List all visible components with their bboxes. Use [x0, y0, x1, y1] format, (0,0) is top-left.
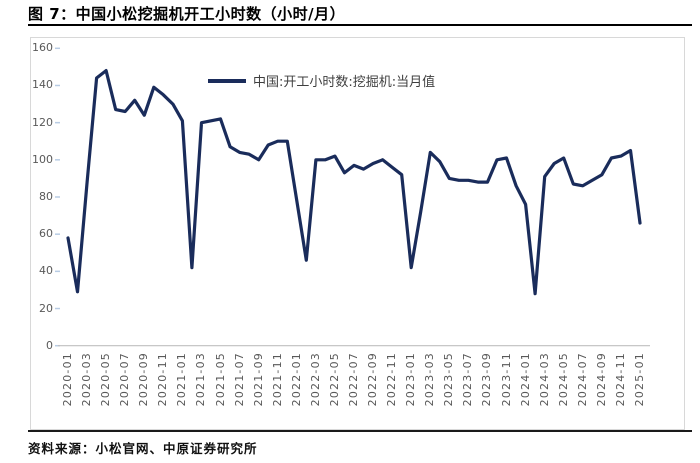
legend: 中国:开工小时数:挖掘机:当月值 [208, 71, 435, 90]
x-axis-label: 2023-01 [404, 352, 418, 407]
y-axis-label: 20 [39, 301, 53, 315]
x-axis-label: 2020-05 [99, 352, 113, 407]
x-axis-label: 2020-09 [137, 352, 151, 407]
x-axis-label: 2023-07 [461, 352, 475, 407]
y-axis-label: 120 [32, 115, 53, 129]
footer-divider [28, 430, 692, 432]
x-axis-label: 2022-05 [327, 352, 341, 407]
x-axis-label: 2022-09 [366, 352, 380, 407]
x-axis-label: 2021-03 [194, 352, 208, 407]
x-axis-label: 2020-07 [118, 352, 132, 407]
x-axis-label: 2025-01 [633, 352, 646, 407]
figure-title: 图 7：中国小松挖掘机开工小时数（小时/月） [28, 5, 346, 23]
x-axis-label: 2022-07 [347, 352, 360, 407]
x-axis-label: 2020-11 [156, 352, 170, 407]
x-axis-label: 2024-01 [518, 352, 532, 407]
x-axis-label: 2023-05 [442, 352, 456, 407]
y-axis-label: 60 [39, 227, 53, 241]
x-axis-label: 2021-07 [232, 352, 246, 407]
x-axis-label: 2021-09 [251, 352, 265, 407]
x-axis-label: 2024-11 [613, 352, 627, 407]
x-axis-label: 2024-05 [556, 352, 570, 407]
y-axis-label: 0 [46, 338, 53, 352]
x-axis-label: 2023-09 [480, 352, 494, 407]
legend-series-label: 中国:开工小时数:挖掘机:当月值 [253, 75, 436, 90]
source-note: 资料来源：小松官网、中原证券研究所 [28, 441, 258, 456]
x-axis-label: 2022-03 [308, 352, 322, 407]
y-axis-label: 100 [32, 152, 53, 166]
y-axis-label: 140 [32, 78, 53, 92]
x-axis-label: 2021-01 [175, 352, 189, 407]
x-axis-label: 2024-07 [575, 352, 589, 407]
y-axis-label: 40 [39, 264, 53, 278]
x-axis-label: 2020-03 [80, 352, 94, 407]
title-divider [28, 24, 692, 26]
x-axis-label: 2021-05 [213, 352, 227, 407]
x-axis-label: 2020-01 [61, 352, 74, 407]
legend-line-swatch [208, 78, 246, 83]
x-axis-label: 2024-09 [594, 352, 608, 407]
y-axis-label: 80 [39, 190, 53, 203]
x-axis-label: 2024-03 [537, 352, 551, 407]
x-axis-label: 2023-03 [423, 352, 437, 407]
x-axis-label: 2023-11 [499, 352, 513, 407]
y-axis-label: 160 [32, 41, 53, 55]
x-axis-label: 2021-11 [270, 352, 284, 407]
x-axis-label: 2022-11 [385, 352, 399, 407]
x-axis-label: 2022-01 [289, 352, 303, 407]
